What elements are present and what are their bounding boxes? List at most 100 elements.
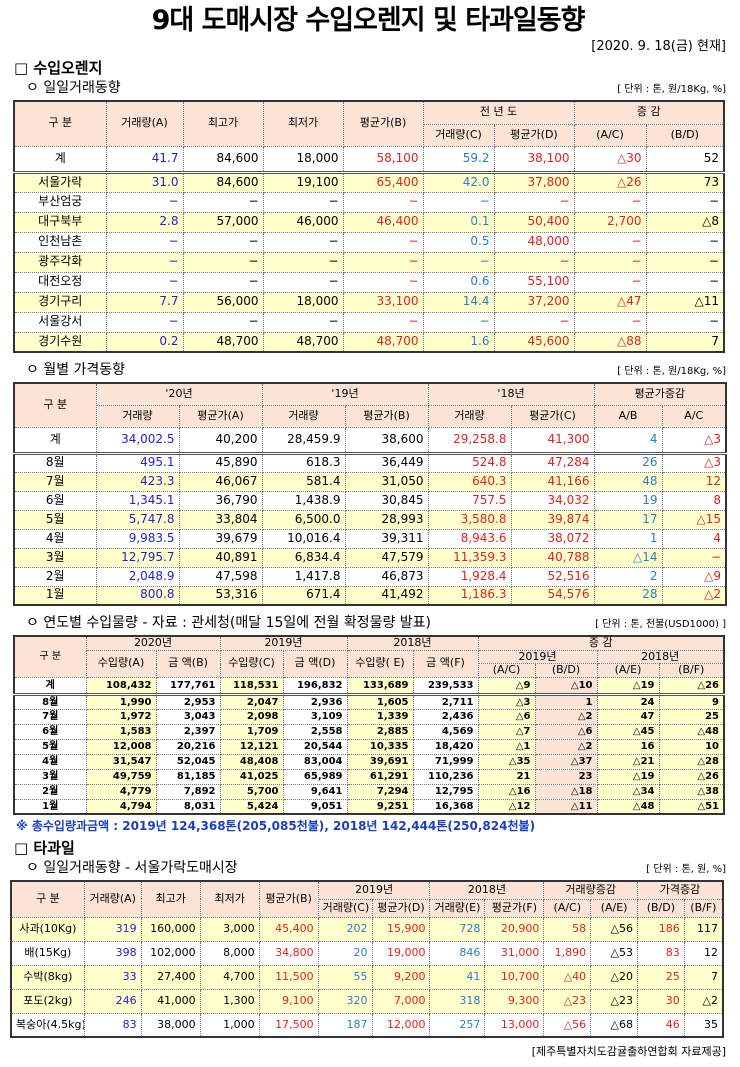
table-cell: 7,892: [155, 783, 221, 800]
table-cell: △3: [477, 693, 536, 710]
table-cell: 39,691: [346, 753, 414, 770]
table-cell: 8,943.6: [427, 528, 512, 549]
table-cell: 84,600: [182, 171, 264, 193]
table-cell: 10,335: [346, 738, 414, 755]
subtitle-daily: ㅇ 일일거래동향: [26, 80, 121, 96]
unit-other-daily: [ 단위 : 톤, 원, %]: [646, 864, 726, 876]
table-cell: 31,000: [484, 940, 545, 966]
row-label: 4월: [13, 753, 87, 770]
table-cell: 55,100: [493, 271, 575, 293]
table-cell: −: [573, 251, 647, 273]
unit-yearly: [ 단위 : 톤, 천불(USD1000) ]: [595, 619, 726, 630]
table-cell: 37,800: [493, 171, 575, 193]
table-cell: △88: [573, 331, 647, 353]
row-label: 3월: [13, 547, 97, 568]
table-cell: −: [645, 311, 725, 333]
table-cell: 36,790: [178, 490, 263, 511]
table-cell: 12,795: [412, 783, 479, 800]
table-cell: −: [573, 231, 647, 253]
table-cell: 187: [317, 1012, 373, 1038]
table-cell: 2,047: [219, 693, 284, 710]
table-cell: 48,408: [219, 753, 284, 770]
header: 금 액(D): [282, 649, 348, 678]
table-cell: 110,236: [412, 768, 479, 785]
table-cell: 202: [317, 916, 373, 942]
table-cell: 671.4: [261, 585, 346, 606]
table-cell: 46,067: [178, 471, 263, 492]
table-cell: 1,300: [199, 988, 260, 1014]
table-cell: −: [645, 231, 725, 253]
table-cell: 7,000: [371, 988, 431, 1014]
table-row: 부산엄궁 − − − − − − − −: [13, 191, 725, 213]
table-cell: 2,397: [155, 723, 221, 740]
table-cell: 40,891: [178, 547, 263, 568]
table-cell: 17,500: [258, 1012, 319, 1038]
table-cell: 1,928.4: [427, 566, 512, 587]
table-cell: 28,993: [344, 509, 429, 530]
table-cell: 1,417.8: [261, 566, 346, 587]
table-cell: 25: [636, 964, 685, 990]
table-cell: △56: [590, 916, 638, 942]
table-cell: 5,424: [219, 798, 284, 815]
table-cell: −: [262, 311, 344, 333]
table-cell: 495.1: [95, 452, 180, 473]
table-cell: 0.1: [422, 211, 495, 233]
subtitle-row-monthly: ㅇ 월별 가격동향 [ 단위 : 톤, 원/18Kg, %]: [10, 361, 726, 379]
table-cell: 46,400: [342, 211, 424, 233]
row-label: 서울가락: [13, 171, 107, 193]
table-row: 포도(2kg) 246 41,000 1,300 9,100 320 7,000 318 9,3…: [10, 988, 724, 1014]
table-cell: 53,316: [178, 585, 263, 606]
table-cell: −: [573, 311, 647, 333]
table-cell: −: [422, 251, 495, 273]
source-credit: [제주특별자치도감귤출하연합회 자료제공]: [531, 1045, 726, 1059]
total-row: 계 34,002.5 40,200 28,459.9 38,600 29,258.8 41,…: [13, 426, 727, 455]
table-row: 경기수원 0.2 48,700 48,700 48,700 1.6 45,600 △88 7: [13, 331, 725, 353]
table-cell: −: [262, 231, 344, 253]
table-cell: 239,533: [412, 676, 479, 696]
table-cell: 3,109: [282, 708, 348, 725]
header: (B/D): [645, 123, 725, 147]
table-cell: 2,885: [346, 723, 414, 740]
header: 2020년: [85, 635, 221, 651]
header: 증 감: [573, 100, 725, 125]
table-cell: 1,186.3: [427, 585, 512, 606]
table-cell: 12,000: [371, 1012, 431, 1038]
table-cell: 16,368: [412, 798, 479, 815]
table-row: 광주각화 − − − − − − − −: [13, 251, 725, 273]
table-cell: △9: [661, 566, 727, 587]
subtitle-other-daily: ㅇ 일일거래동향 - 서울가락도매시장: [26, 860, 238, 877]
table-cell: 4,700: [199, 964, 260, 990]
table-cell: △26: [573, 171, 647, 193]
table-cell: −: [182, 191, 264, 213]
header: 구 분: [13, 635, 87, 678]
table-cell: 38,072: [510, 528, 595, 549]
table-cell: 73: [645, 171, 725, 193]
table-cell: 20,900: [484, 916, 545, 942]
header: (A/C): [573, 123, 647, 147]
table-cell: 24: [596, 693, 660, 710]
table-cell: 9: [658, 693, 725, 710]
table-cell: 640.3: [427, 471, 512, 492]
table-row: 1월 4,794 8,031 5,424 9,051 9,251 16,368 △12 △11 △…: [13, 798, 725, 815]
table-cell: −: [422, 191, 495, 213]
table-cell: 2,436: [412, 708, 479, 725]
row-label: 배(15Kg): [10, 940, 85, 966]
row-label: 1월: [13, 585, 97, 606]
table-row: 5월 12,008 20,216 12,121 20,544 10,335 18,420 △1…: [13, 738, 725, 755]
row-label: 8월: [13, 693, 87, 710]
total-row: 계 41.7 84,600 18,000 58,100 59.2 38,100 △30 52: [13, 145, 725, 174]
header: (A/C): [543, 898, 592, 918]
table-cell: 1,339: [346, 708, 414, 725]
table-row: 경기구리 7.7 56,000 18,000 33,100 14.4 37,200 △47 △1…: [13, 291, 725, 313]
table-cell: 118,531: [219, 676, 284, 696]
table-row: 사과(10Kg) 319 160,000 3,000 45,400 202 15,900 72…: [10, 916, 724, 942]
row-label: 광주각화: [13, 251, 107, 273]
table-cell: 41,025: [219, 768, 284, 785]
table-cell: △48: [658, 723, 725, 740]
table-cell: △6: [477, 708, 536, 725]
header: 구 분: [13, 100, 107, 147]
table-cell: 46,873: [344, 566, 429, 587]
table-cell: 9,983.5: [95, 528, 180, 549]
